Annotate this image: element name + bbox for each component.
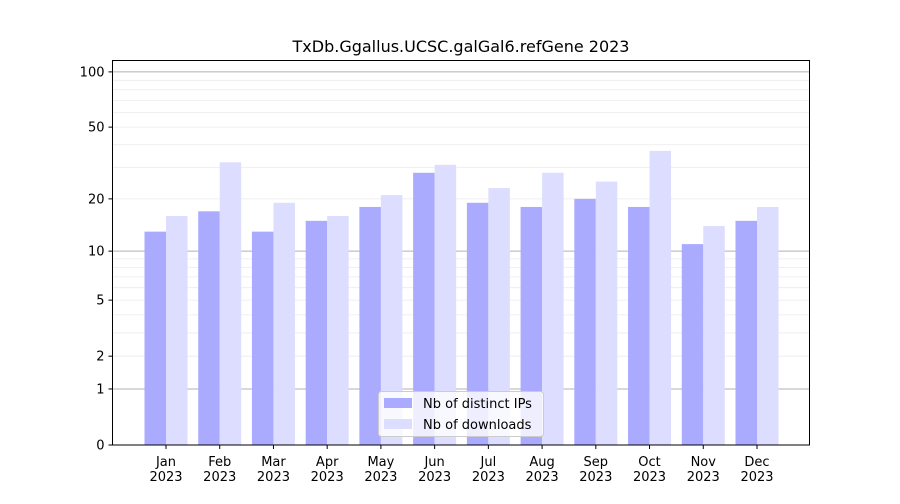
bar-distinct-ips xyxy=(520,206,543,445)
legend-box xyxy=(378,391,544,437)
bar-downloads xyxy=(649,150,672,445)
bar-distinct-ips xyxy=(681,244,704,445)
x-axis: Jan2023Feb2023Mar2023Apr2023May2023Jun20… xyxy=(149,445,774,485)
bar-distinct-ips xyxy=(305,220,328,445)
x-tick-label: 2023 xyxy=(311,470,344,485)
bar-distinct-ips xyxy=(628,206,650,445)
x-tick-label: 2023 xyxy=(364,470,397,485)
bar-distinct-ips xyxy=(359,206,381,445)
x-tick-label: Apr xyxy=(316,455,339,470)
legend-label-ips: Nb of distinct IPs xyxy=(423,397,532,412)
x-tick-label: Jun xyxy=(423,455,444,470)
chart-title: TxDb.Ggallus.UCSC.galGal6.refGene 2023 xyxy=(292,37,630,56)
bars xyxy=(144,150,779,445)
x-tick-label: 2023 xyxy=(687,470,720,485)
bar-downloads xyxy=(434,164,457,445)
y-tick-label: 50 xyxy=(88,121,105,136)
bar-distinct-ips xyxy=(144,231,166,445)
x-tick-label: Jul xyxy=(480,455,497,470)
bar-distinct-ips xyxy=(574,198,596,445)
y-tick-label: 20 xyxy=(88,192,105,207)
bar-downloads xyxy=(703,226,725,445)
plot-frame xyxy=(112,60,810,446)
bar-downloads xyxy=(219,162,242,445)
y-tick-label: 5 xyxy=(96,294,104,309)
bar-downloads xyxy=(542,172,564,445)
bar-distinct-ips xyxy=(413,172,435,445)
legend: Nb of distinct IPs Nb of downloads xyxy=(378,391,544,437)
x-tick-label: Oct xyxy=(638,455,660,470)
x-tick-label: Mar xyxy=(261,455,286,470)
x-tick-label: 2023 xyxy=(740,470,773,485)
x-tick-label: 2023 xyxy=(149,470,182,485)
x-tick-label: Jan xyxy=(155,455,176,470)
bar-downloads xyxy=(380,195,403,445)
x-tick-label: May xyxy=(367,455,394,470)
x-tick-label: 2023 xyxy=(418,470,451,485)
y-tick-label: 100 xyxy=(80,65,105,80)
legend-label-downloads: Nb of downloads xyxy=(423,418,532,433)
x-tick-label: 2023 xyxy=(472,470,505,485)
bar-downloads xyxy=(488,188,510,445)
bar-distinct-ips xyxy=(466,202,489,445)
x-tick-label: 2023 xyxy=(257,470,290,485)
x-tick-label: 2023 xyxy=(526,470,559,485)
x-tick-label: Feb xyxy=(208,455,231,470)
bar-distinct-ips xyxy=(251,231,274,445)
bar-downloads xyxy=(595,181,618,445)
y-axis: 0 1 2 5 10 20 50 100 xyxy=(80,65,113,454)
y-tick-label: 0 xyxy=(96,439,104,454)
x-tick-label: 2023 xyxy=(579,470,612,485)
bar-distinct-ips xyxy=(735,220,757,445)
bar-downloads xyxy=(757,206,779,445)
y-tick-label: 1 xyxy=(96,382,104,397)
bar-distinct-ips xyxy=(198,211,220,445)
x-tick-label: Nov xyxy=(691,455,717,470)
x-tick-label: 2023 xyxy=(633,470,666,485)
x-tick-label: Sep xyxy=(584,455,609,470)
x-tick-label: Dec xyxy=(744,455,769,470)
y-tick-label: 2 xyxy=(96,350,104,365)
bar-downloads xyxy=(327,215,349,445)
x-tick-label: 2023 xyxy=(203,470,236,485)
bar-downloads xyxy=(166,215,188,445)
x-tick-label: Aug xyxy=(529,455,554,470)
legend-swatch-downloads xyxy=(384,419,412,429)
bar-downloads xyxy=(273,202,295,445)
legend-swatch-ips xyxy=(384,398,412,408)
y-tick-label: 10 xyxy=(88,245,105,260)
